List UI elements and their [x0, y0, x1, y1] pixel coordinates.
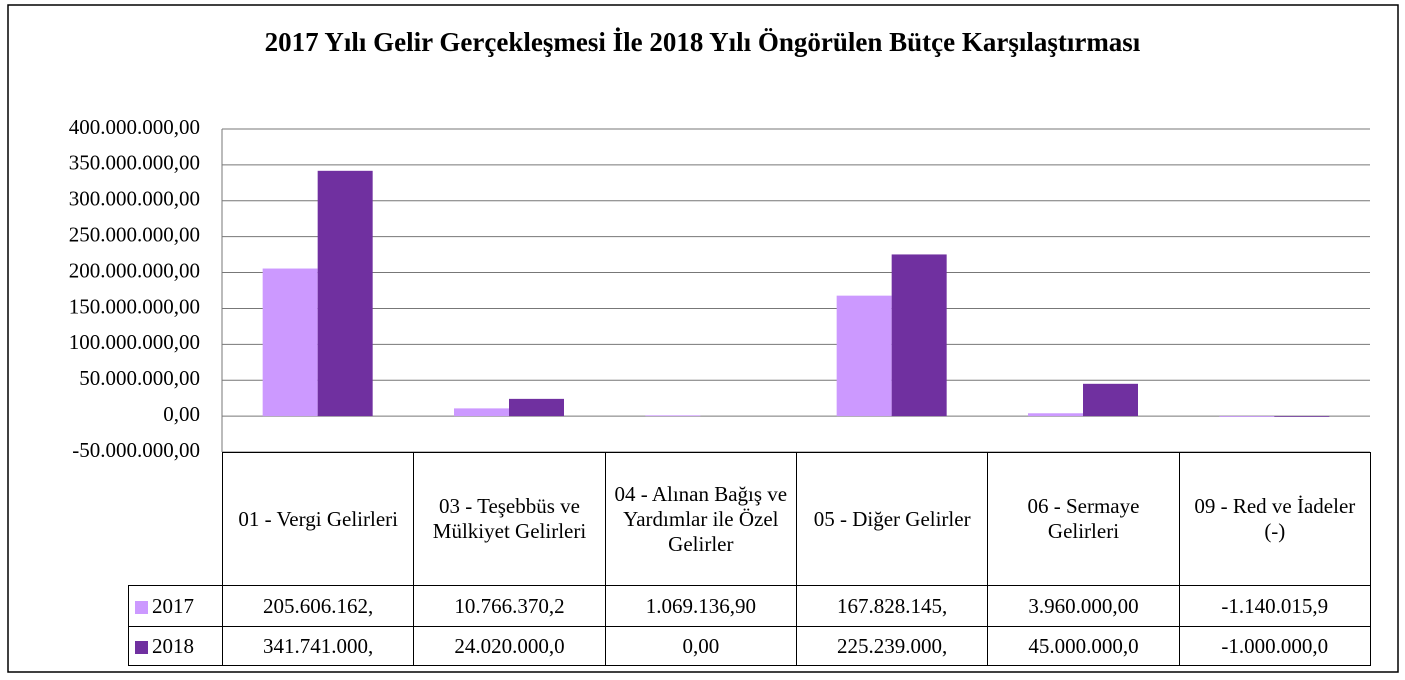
x-tick-label: 05 - Diğer Gelirler [795, 452, 989, 586]
data-table: 01 - Vergi Gelirleri 03 - Teşebbüs ve Mül… [128, 452, 1371, 666]
x-tick-label: 03 - Teşebbüs ve Mülkiyet Gelirleri [413, 452, 606, 586]
legend-label: 2018 [152, 633, 194, 658]
y-tick-label: 0,00 [163, 402, 200, 426]
data-label: 0,00 [604, 626, 797, 666]
legend-cell: 2018 [128, 626, 223, 666]
y-tick-label: 350.000.000,00 [69, 151, 200, 175]
data-label: 167.828.145, [795, 585, 989, 627]
y-tick-label: 50.000.000,00 [79, 366, 200, 390]
legend-key [135, 601, 148, 615]
data-label: 45.000.000,0 [987, 626, 1180, 666]
bar [891, 254, 947, 417]
y-tick-label: 300.000.000,00 [69, 187, 200, 211]
y-tick-label: 200.000.000,00 [69, 258, 200, 282]
data-label: 225.239.000, [795, 626, 989, 666]
bar [317, 170, 373, 417]
header-row: 01 - Vergi Gelirleri 03 - Teşebbüs ve Mül… [129, 452, 1371, 586]
data-label: 10.766.370,2 [413, 585, 606, 627]
data-label: 3.960.000,00 [987, 585, 1180, 627]
bar [836, 295, 892, 417]
y-tick-label: 250.000.000,00 [69, 222, 200, 246]
legend-cell: 2017 [128, 585, 223, 627]
x-tick-label: 01 - Vergi Gelirleri [221, 452, 415, 586]
legend-label: 2017 [152, 593, 194, 618]
y-tick-label: 100.000.000,00 [69, 330, 200, 354]
data-label: 205.606.162, [221, 585, 415, 627]
bar [645, 415, 701, 417]
bar [1083, 383, 1138, 417]
x-tick-label: 06 - Sermaye Gelirleri [987, 452, 1180, 586]
y-tick-label: 150.000.000,00 [69, 294, 200, 318]
data-label: 24.020.000,0 [413, 626, 606, 666]
y-tick-label: -50.000.000,00 [72, 438, 200, 462]
bar [1219, 416, 1275, 417]
x-tick-label: 09 - Red ve İadeler (-) [1178, 452, 1371, 586]
bar [454, 408, 509, 417]
chart-border [7, 4, 1399, 673]
y-tick-label: 400.000.000,00 [69, 115, 200, 139]
corner [129, 453, 223, 586]
data-label: -1.000.000,0 [1178, 626, 1371, 666]
data-label: -1.140.015,9 [1178, 585, 1371, 627]
data-label: 1.069.136,90 [604, 585, 797, 627]
bar [262, 268, 318, 417]
bar [509, 398, 564, 417]
legend-key [135, 641, 148, 655]
chart-title: 2017 Yılı Gelir Gerçekleşmesi İle 2018 Y… [264, 27, 1141, 57]
series-row: 2017 205.606.162, 10.766.370,2 1.069.136,90… [128, 585, 1371, 627]
bar [1274, 416, 1330, 417]
x-tick-label: 04 - Alınan Bağış ve Yardımlar ile Özel … [604, 452, 797, 586]
bar [1028, 413, 1083, 417]
data-label: 341.741.000, [221, 626, 415, 666]
series-row: 2018 341.741.000, 24.020.000,0 0,00 225.239.… [128, 626, 1371, 666]
